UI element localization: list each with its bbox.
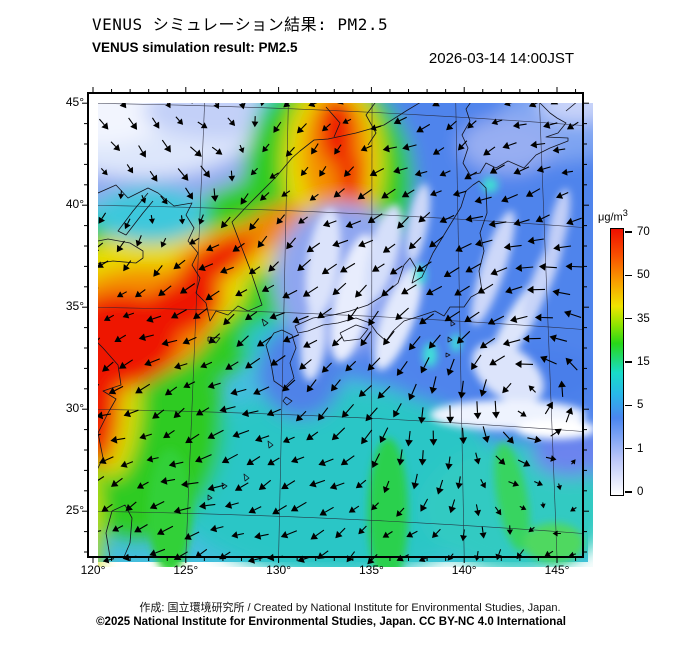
colorbar-tick-mark: [625, 491, 632, 493]
y-tick-label: 35°: [65, 299, 84, 314]
colorbar-tick-mark: [625, 404, 632, 407]
x-tick-label: 135°: [358, 563, 384, 577]
colorbar-tick-value: 50: [637, 269, 650, 282]
map-inner: [98, 103, 593, 567]
y-tick-label: 45°: [65, 95, 84, 110]
x-tick-label: 125°: [173, 563, 199, 577]
footer-credit-line: 作成: 国立環境研究所 / Created by National Instit…: [139, 602, 561, 614]
colorbar-unit-label: μg/m3: [598, 208, 628, 224]
colorbar-tick-value: 5: [637, 399, 644, 412]
colorbar-tick-value: 35: [637, 312, 650, 325]
x-tick-label: 140°: [451, 563, 477, 577]
wind-vector-arrows: [98, 103, 584, 565]
simulation-timestamp: 2026-03-14 14:00JST: [428, 50, 574, 67]
colorbar-tick-value: 15: [637, 355, 650, 368]
x-tick-label: 120°: [80, 563, 106, 577]
x-tick-label: 145°: [544, 563, 570, 577]
colorbar-tick-mark: [625, 317, 632, 320]
colorbar: [610, 228, 624, 496]
colorbar-tick-value: 70: [637, 226, 650, 238]
pm25-concentration-map: [82, 87, 593, 567]
y-tick-label: 40°: [65, 197, 84, 212]
page-title-japanese: VENUS シミュレーション結果: PM2.5: [92, 15, 389, 34]
colorbar-tick-mark: [625, 361, 632, 363]
colorbar-tick-mark: [625, 231, 632, 233]
page-title-english: VENUS simulation result: PM2.5: [92, 40, 298, 55]
x-tick-label: 130°: [266, 563, 292, 577]
map-frame: [87, 92, 584, 558]
map-frame-ticks: [82, 87, 589, 563]
colorbar-tick-value: 1: [637, 442, 644, 455]
footer-copyright-line: ©2025 National Institute for Environment…: [96, 616, 566, 628]
colorbar-tick-value: 0: [637, 485, 644, 498]
y-tick-label: 30°: [65, 401, 84, 416]
y-tick-label: 25°: [65, 503, 84, 518]
concentration-field-streaks: [148, 177, 593, 567]
coastlines: [98, 103, 577, 558]
colorbar-tick-mark: [625, 274, 632, 277]
colorbar-tick-mark: [625, 447, 632, 450]
